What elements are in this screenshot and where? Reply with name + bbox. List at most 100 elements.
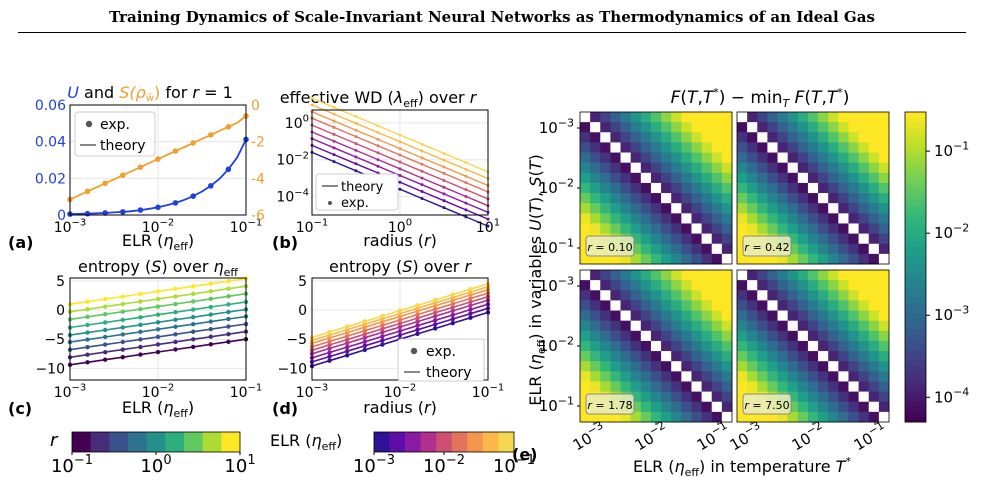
heatmap-cell xyxy=(671,193,682,204)
data-point-U xyxy=(172,200,179,206)
heatmap-panel: r = 7.50 xyxy=(736,269,890,423)
heatmap-cell xyxy=(777,122,789,133)
heatmap-cell xyxy=(848,391,859,403)
data-point xyxy=(226,286,231,291)
heatmap-cell xyxy=(661,310,672,322)
heatmap-cell xyxy=(878,371,890,382)
heatmap-cell xyxy=(600,411,611,423)
heatmap-cell xyxy=(691,371,702,382)
x-tick-label: 10−1 xyxy=(230,383,263,401)
heatmap-cell xyxy=(681,233,692,245)
heatmap-cell xyxy=(711,371,723,382)
colorbar-segment xyxy=(184,432,203,452)
data-point xyxy=(354,128,358,132)
heatmap-cell xyxy=(650,213,662,224)
colorbar-step xyxy=(905,205,926,211)
heatmap-cell xyxy=(701,122,713,133)
data-point-U xyxy=(119,209,126,215)
heatmap-cell xyxy=(620,361,632,372)
data-point xyxy=(138,315,143,320)
heatmap-cell xyxy=(737,152,748,164)
data-point xyxy=(190,284,196,289)
heatmap-cell xyxy=(661,203,672,214)
colorbar-segment xyxy=(405,432,421,452)
colorbar-step xyxy=(905,411,926,418)
heatmap-grid: r = 0.10 r = 0.42 r = 1.78 r = 7.50 10−3 10−2… xyxy=(539,111,890,454)
colorbar-step xyxy=(905,225,926,232)
data-point xyxy=(420,142,424,146)
data-point xyxy=(380,313,385,319)
data-point xyxy=(380,330,385,335)
heatmap-cell xyxy=(671,280,682,291)
colorbar-tick-label: 100 xyxy=(140,453,171,477)
heatmap-cell xyxy=(868,233,880,245)
heatmap-cell xyxy=(757,320,768,332)
heatmap-cell xyxy=(580,401,591,413)
heatmap-cell xyxy=(818,381,829,392)
heatmap-cell xyxy=(828,300,839,311)
heatmap-cell xyxy=(600,351,611,362)
heatmap-cell xyxy=(580,172,591,184)
heatmap-cell xyxy=(650,411,662,423)
data-point xyxy=(442,192,446,196)
heatmap-cell xyxy=(838,361,849,372)
heatmap-cell xyxy=(661,330,672,342)
panel-label-b: (b) xyxy=(272,233,298,252)
heatmap-cell xyxy=(858,142,870,153)
data-point xyxy=(190,321,196,327)
heatmap-cell xyxy=(757,112,768,123)
heatmap-cell xyxy=(828,223,839,234)
heatmap-cell xyxy=(838,233,849,245)
heatmap-cell xyxy=(878,310,890,322)
heatmap-cell xyxy=(650,270,662,281)
heatmap-cell xyxy=(711,152,723,164)
heatmap-cell xyxy=(580,162,591,174)
data-point xyxy=(376,158,380,162)
heatmap-cell xyxy=(620,142,632,153)
heatmap-cell xyxy=(630,280,642,291)
data-point xyxy=(362,319,367,324)
colorbar-segment xyxy=(420,432,437,452)
heatmap-cell xyxy=(777,223,789,234)
colorbar-segment xyxy=(467,432,484,452)
heatmap-cell xyxy=(661,280,672,291)
panel-c-xlabel: ELR (ηeff) xyxy=(122,398,194,420)
colorbar-segment xyxy=(202,432,222,452)
data-point xyxy=(344,344,350,350)
heatmap-cell xyxy=(818,253,829,265)
data-point xyxy=(173,332,178,337)
r-label-box xyxy=(742,235,792,257)
heatmap-cell xyxy=(691,310,702,322)
data-point xyxy=(190,344,196,350)
data-point xyxy=(332,119,336,123)
data-point xyxy=(415,319,420,324)
data-point-U xyxy=(225,166,232,173)
data-point xyxy=(327,350,332,355)
heatmap-frame xyxy=(736,111,890,265)
heatmap-cell xyxy=(620,411,632,423)
heatmap-cell xyxy=(838,340,849,352)
y-tick-label: 100 xyxy=(285,114,309,132)
y-tick-label: −10 xyxy=(35,361,65,377)
heatmap-cell xyxy=(757,330,768,342)
data-point xyxy=(190,314,196,320)
data-point xyxy=(208,326,213,332)
heatmap-cell xyxy=(757,381,768,392)
data-point xyxy=(344,340,350,346)
data-point-U xyxy=(137,207,144,213)
heatmap-cell xyxy=(797,233,809,245)
heatmap-cell xyxy=(701,112,713,123)
heatmap-cell xyxy=(580,381,591,392)
data-point xyxy=(173,294,178,299)
heatmap-cell xyxy=(580,122,591,133)
heatmap-cell xyxy=(818,411,829,423)
colorbar-step xyxy=(905,153,926,159)
heatmap-cell xyxy=(630,132,642,143)
heatmap-cell xyxy=(681,411,692,423)
data-point xyxy=(354,142,358,146)
heatmap-cell xyxy=(797,351,809,362)
heatmap-cell xyxy=(807,401,819,413)
heatmap-cell xyxy=(848,411,859,423)
data-point xyxy=(190,307,196,312)
heatmap-cell xyxy=(701,182,713,194)
